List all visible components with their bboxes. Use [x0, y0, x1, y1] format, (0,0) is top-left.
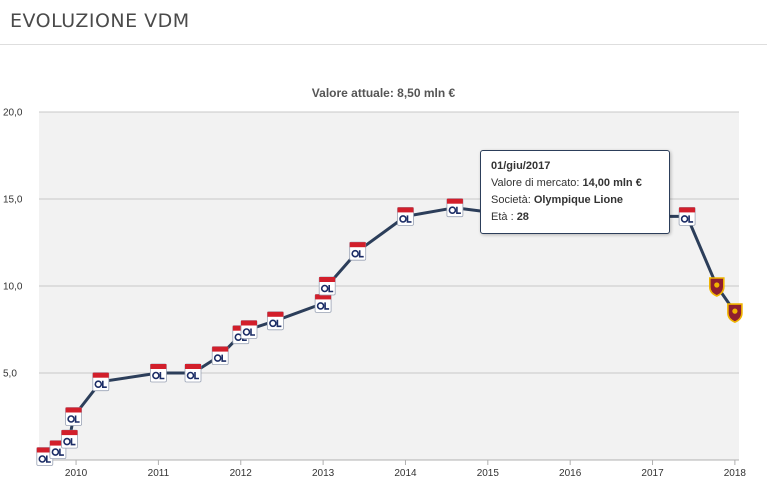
x-tick-label: 2013	[312, 468, 335, 479]
lyon-crest-icon[interactable]	[349, 241, 367, 261]
x-tick-label: 2012	[230, 468, 253, 479]
lyon-crest-icon[interactable]	[314, 293, 332, 313]
x-tick-label: 2016	[559, 468, 582, 479]
lyon-crest-icon[interactable]	[149, 363, 167, 383]
x-tick-label: 2015	[477, 468, 500, 479]
lyon-crest-icon[interactable]	[184, 363, 202, 383]
section-title: EVOLUZIONE VDM	[10, 10, 190, 32]
header-divider	[0, 44, 767, 45]
tooltip-club-label: Società:	[491, 194, 531, 206]
y-tick-label: 15,0	[3, 195, 23, 206]
tooltip-market-value: 14,00 mln €	[582, 177, 642, 189]
y-tick-label: 20,0	[3, 108, 23, 119]
lyon-crest-icon[interactable]	[318, 276, 336, 296]
lyon-crest-icon[interactable]	[211, 346, 229, 366]
tooltip-age-label: Età :	[491, 211, 514, 223]
y-tick-label: 5,0	[3, 369, 17, 380]
lyon-crest-icon[interactable]	[92, 372, 110, 392]
tooltip-market-value-row: Valore di mercato: 14,00 mln €	[491, 175, 659, 192]
tooltip-club: Olympique Lione	[533, 194, 624, 206]
tooltip-age: 28	[516, 211, 529, 223]
lyon-crest-icon[interactable]	[397, 206, 414, 226]
x-tick-label: 2018	[724, 468, 747, 479]
data-tooltip: 01/giu/2017 Valore di mercato: 14,00 mln…	[480, 150, 670, 234]
lyon-crest-icon[interactable]	[266, 311, 284, 331]
tooltip-age-row: Età : 28	[491, 209, 659, 226]
x-tick-label: 2011	[148, 468, 170, 479]
lyon-crest-icon[interactable]	[240, 320, 258, 339]
roma-crest-icon[interactable]	[708, 277, 725, 297]
tooltip-club-row: Società: Olympique Lione	[491, 192, 659, 209]
chart-subtitle: Valore attuale: 8,50 mln €	[311, 86, 456, 100]
lyon-crest-icon[interactable]	[65, 407, 82, 426]
x-tick-label: 2017	[641, 468, 664, 479]
tooltip-date: 01/giu/2017	[491, 160, 551, 172]
x-tick-label: 2014	[394, 468, 417, 479]
tooltip-market-value-label: Valore di mercato:	[491, 177, 580, 189]
y-tick-label: 10,0	[3, 282, 23, 293]
x-tick-label: 2010	[65, 468, 88, 479]
lyon-crest-icon[interactable]	[446, 198, 464, 218]
lyon-crest-icon[interactable]	[36, 447, 54, 466]
roma-crest-icon[interactable]	[727, 303, 743, 323]
lyon-crest-icon[interactable]	[678, 206, 696, 226]
lyon-crest-icon[interactable]	[61, 429, 78, 449]
